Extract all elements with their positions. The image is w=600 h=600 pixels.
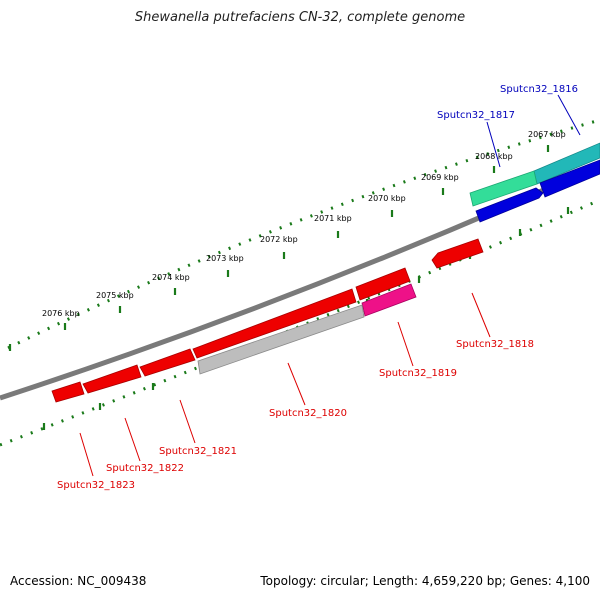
position-label: 2067 kbp (528, 130, 566, 139)
accession-text: Accession: NC_009438 (10, 574, 147, 588)
position-label: 2071 kbp (314, 214, 352, 223)
gene-label[interactable]: Sputcn32_1821 (159, 446, 237, 457)
position-label: 2069 kbp (421, 173, 459, 182)
gene-Sputcn32_1819[interactable] (361, 283, 417, 317)
gene-red-block-a[interactable] (355, 267, 411, 301)
forward-genes (469, 142, 600, 223)
gene-Sputcn32_1821[interactable] (139, 348, 196, 377)
gene-Sputcn32_1817-upper[interactable] (469, 170, 538, 207)
position-label: 2075 kbp (96, 291, 134, 300)
gene-Sputcn32_1822[interactable] (82, 364, 142, 394)
gene-Sputcn32_1820[interactable] (197, 304, 365, 375)
gene-label[interactable]: Sputcn32_1818 (456, 339, 534, 350)
leader-line (471, 292, 491, 338)
leader-line (557, 94, 581, 136)
position-label: 2074 kbp (152, 273, 190, 282)
gene-Sputcn32_1818[interactable] (431, 238, 484, 269)
gene-blue-extension[interactable] (539, 159, 600, 198)
leader-line (397, 321, 414, 367)
outer-ruler-dots (7, 118, 600, 350)
leader-line (179, 399, 196, 444)
position-label: 2070 kbp (368, 194, 406, 203)
position-label: 2072 kbp (260, 235, 298, 244)
gene-label[interactable]: Sputcn32_1816 (500, 84, 578, 95)
position-label: 2068 kbp (475, 152, 513, 161)
gene-label[interactable]: Sputcn32_1819 (379, 368, 457, 379)
leader-line (79, 432, 94, 477)
leader-line (287, 362, 306, 406)
gene-label[interactable]: Sputcn32_1822 (106, 463, 184, 474)
gene-Sputcn32_1817[interactable] (475, 187, 544, 223)
reverse-genes (51, 238, 484, 403)
gene-label[interactable]: Sputcn32_1820 (269, 408, 347, 419)
position-label: 2073 kbp (206, 254, 244, 263)
leader-line (124, 417, 141, 462)
position-label: 2076 kbp (42, 309, 80, 318)
genome-summary-text: Topology: circular; Length: 4,659,220 bp… (260, 574, 590, 588)
gene-label[interactable]: Sputcn32_1823 (57, 480, 135, 491)
gene-red-block-b[interactable] (192, 288, 357, 359)
gene-label[interactable]: Sputcn32_1817 (437, 110, 515, 121)
outer-major-ticks (8, 145, 550, 351)
label-leaders (79, 94, 581, 477)
gene-Sputcn32_1823[interactable] (51, 381, 85, 403)
map-title: Shewanella putrefaciens CN-32, complete … (134, 10, 466, 25)
leader-line (486, 121, 501, 168)
